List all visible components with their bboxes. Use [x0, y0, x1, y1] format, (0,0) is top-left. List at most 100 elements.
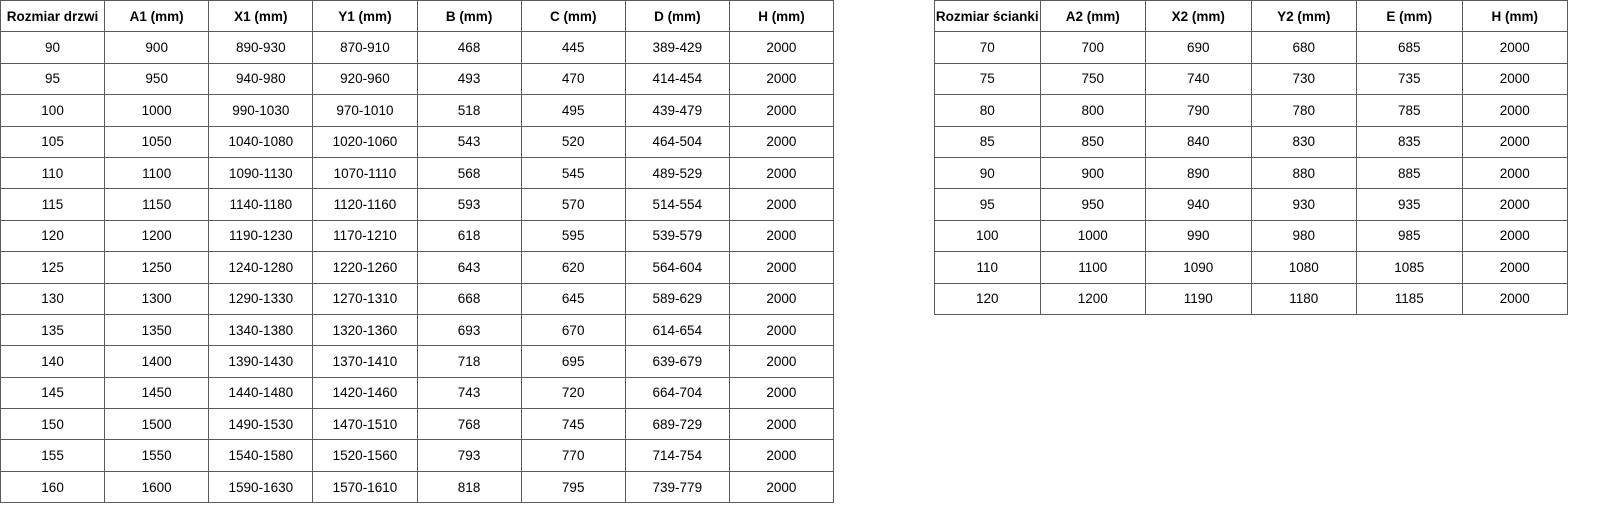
column-header: H (mm) — [728, 0, 835, 33]
table-row: 100 1000 990-1030 970-1010 518 495 439-479 2000 — [0, 94, 835, 127]
table-cell: 1450 — [104, 376, 210, 410]
table-cell: 2000 — [1461, 94, 1568, 127]
table-cell: 564-604 — [624, 251, 730, 284]
table-cell: 2000 — [1461, 156, 1568, 190]
table-cell: 618 — [416, 219, 522, 253]
table-cell: 489-529 — [624, 156, 730, 190]
table-cell: 493 — [416, 62, 522, 96]
table-cell: 793 — [416, 439, 522, 472]
table-cell: 1000 — [1039, 219, 1146, 253]
table-cell: 980 — [1250, 219, 1357, 253]
table-cell: 800 — [1039, 94, 1146, 127]
table-cell: 1370-1410 — [312, 345, 418, 378]
table-cell: 2000 — [728, 439, 835, 472]
table-row: 130 1300 1290-1330 1270-1310 668 645 589-629 20… — [0, 282, 835, 315]
table-cell: 568 — [416, 156, 522, 190]
table-row: 160 1600 1590-1630 1570-1610 818 795 739-779 20… — [0, 470, 835, 504]
table-cell: 690 — [1145, 31, 1252, 64]
table-cell: 770 — [520, 439, 626, 472]
table-row: 90 900 890-930 870-910 468 445 389-429 2000 — [0, 31, 835, 64]
table-cell: 115 — [0, 188, 106, 221]
table-cell: 818 — [416, 470, 522, 504]
table-cell: 150 — [0, 408, 106, 441]
table-cell: 935 — [1356, 188, 1463, 221]
table-row: 115 1150 1140-1180 1120-1160 593 570 514-554 20… — [0, 188, 835, 221]
table-cell: 790 — [1145, 94, 1252, 127]
table-cell: 740 — [1145, 62, 1252, 96]
table-cell: 1185 — [1356, 282, 1463, 315]
table-cell: 940-980 — [208, 62, 314, 96]
table-cell: 1070-1110 — [312, 156, 418, 190]
table-cell: 1190-1230 — [208, 219, 314, 253]
table-cell: 1085 — [1356, 251, 1463, 284]
table-cell: 2000 — [728, 470, 835, 504]
table-cell: 940 — [1145, 188, 1252, 221]
table-cell: 1300 — [104, 282, 210, 315]
table-cell: 1290-1330 — [208, 282, 314, 315]
table-cell: 2000 — [728, 62, 835, 96]
table-cell: 730 — [1250, 62, 1357, 96]
table-cell: 695 — [520, 345, 626, 378]
table-cell: 1490-1530 — [208, 408, 314, 441]
table-cell: 689-729 — [624, 408, 730, 441]
table-cell: 1350 — [104, 313, 210, 347]
table-cell: 125 — [0, 251, 106, 284]
table-cell: 2000 — [728, 125, 835, 158]
table-cell: 835 — [1356, 125, 1463, 158]
table-cell: 514-554 — [624, 188, 730, 221]
table-cell: 1240-1280 — [208, 251, 314, 284]
table-cell: 990 — [1145, 219, 1252, 253]
table-cell: 90 — [0, 31, 106, 64]
table-cell: 130 — [0, 282, 106, 315]
table-cell: 900 — [104, 31, 210, 64]
table-cell: 160 — [0, 470, 106, 504]
table-cell: 780 — [1250, 94, 1357, 127]
table-cell: 439-479 — [624, 94, 730, 127]
table-row: 80 800 790 780 785 2000 — [934, 94, 1568, 127]
table-cell: 155 — [0, 439, 106, 472]
table-cell: 1590-1630 — [208, 470, 314, 504]
table-cell: 100 — [0, 94, 106, 127]
table-cell: 145 — [0, 376, 106, 410]
table-cell: 2000 — [728, 408, 835, 441]
table-cell: 1540-1580 — [208, 439, 314, 472]
table-row: 70 700 690 680 685 2000 — [934, 31, 1568, 64]
wall-size-table: Rozmiar ścianki A2 (mm) X2 (mm) Y2 (mm) E (m… — [934, 0, 1568, 315]
table-row: 95 950 940-980 920-960 493 470 414-454 2000 — [0, 62, 835, 96]
table-cell: 1090 — [1145, 251, 1252, 284]
table-cell: 2000 — [728, 94, 835, 127]
table-cell: 1220-1260 — [312, 251, 418, 284]
table-cell: 2000 — [728, 31, 835, 64]
table-cell: 720 — [520, 376, 626, 410]
column-header: C (mm) — [520, 0, 626, 33]
table-cell: 745 — [520, 408, 626, 441]
table-cell: 850 — [1039, 125, 1146, 158]
table-row: 110 1100 1090 1080 1085 2000 — [934, 251, 1568, 284]
table-cell: 2000 — [728, 156, 835, 190]
table-cell: 830 — [1250, 125, 1357, 158]
table-cell: 1420-1460 — [312, 376, 418, 410]
table-row: 125 1250 1240-1280 1220-1260 643 620 564-604 20… — [0, 251, 835, 284]
table-cell: 2000 — [1461, 31, 1568, 64]
table-cell: 643 — [416, 251, 522, 284]
table-cell: 718 — [416, 345, 522, 378]
table-cell: 950 — [104, 62, 210, 96]
table-row: 105 1050 1040-1080 1020-1060 543 520 464-504 20… — [0, 125, 835, 158]
table-row: 120 1200 1190-1230 1170-1210 618 595 539-579 20… — [0, 219, 835, 253]
table-cell: 1050 — [104, 125, 210, 158]
table-cell: 470 — [520, 62, 626, 96]
table-cell: 518 — [416, 94, 522, 127]
table-cell: 70 — [934, 31, 1041, 64]
table-cell: 464-504 — [624, 125, 730, 158]
table-cell: 620 — [520, 251, 626, 284]
table-cell: 468 — [416, 31, 522, 64]
table-cell: 140 — [0, 345, 106, 378]
table-cell: 950 — [1039, 188, 1146, 221]
table-cell: 870-910 — [312, 31, 418, 64]
column-header: Rozmiar drzwi — [0, 0, 106, 33]
table-cell: 750 — [1039, 62, 1146, 96]
table-cell: 2000 — [1461, 282, 1568, 315]
table-cell: 1100 — [1039, 251, 1146, 284]
table-cell: 110 — [934, 251, 1041, 284]
table-row: 140 1400 1390-1430 1370-1410 718 695 639-679 20… — [0, 345, 835, 378]
